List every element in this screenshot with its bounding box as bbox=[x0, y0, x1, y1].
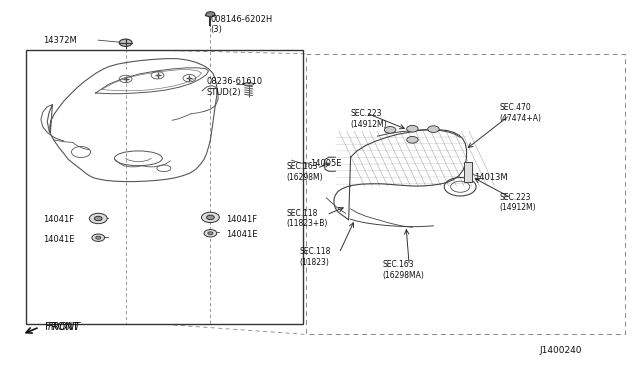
Circle shape bbox=[406, 137, 418, 143]
Text: 08236-61610
STUD(2): 08236-61610 STUD(2) bbox=[207, 77, 262, 97]
Circle shape bbox=[406, 125, 418, 132]
Text: SEC.118
(11823): SEC.118 (11823) bbox=[300, 247, 331, 267]
Text: 14005E: 14005E bbox=[310, 159, 342, 169]
Text: J1400240: J1400240 bbox=[540, 346, 582, 355]
Circle shape bbox=[202, 212, 220, 222]
Circle shape bbox=[92, 234, 104, 241]
Bar bbox=[26, 51, 303, 324]
Text: SEC.223
(14912M): SEC.223 (14912M) bbox=[351, 109, 387, 128]
Circle shape bbox=[119, 39, 132, 46]
Text: SEC.470
(47474+A): SEC.470 (47474+A) bbox=[500, 103, 541, 123]
Text: SEC.163
(16298M): SEC.163 (16298M) bbox=[287, 162, 323, 182]
Text: SEC.163
(16298MA): SEC.163 (16298MA) bbox=[383, 260, 424, 280]
Ellipse shape bbox=[244, 83, 253, 86]
Text: 14041E: 14041E bbox=[226, 230, 257, 239]
Circle shape bbox=[207, 215, 214, 219]
Text: SEC.223
(14912M): SEC.223 (14912M) bbox=[500, 193, 536, 212]
Bar bbox=[464, 162, 472, 182]
Circle shape bbox=[95, 216, 102, 221]
Circle shape bbox=[206, 12, 215, 17]
Circle shape bbox=[96, 236, 100, 239]
Text: 008146-6202H
(3): 008146-6202H (3) bbox=[211, 15, 273, 34]
Circle shape bbox=[428, 126, 439, 132]
Text: 14372M: 14372M bbox=[43, 36, 77, 45]
Text: FRONT: FRONT bbox=[45, 322, 78, 332]
Text: SEC.118
(11823+B): SEC.118 (11823+B) bbox=[287, 209, 328, 228]
Circle shape bbox=[385, 126, 396, 133]
Circle shape bbox=[204, 230, 217, 237]
Text: 14041F: 14041F bbox=[226, 215, 257, 224]
Text: 14041F: 14041F bbox=[43, 215, 74, 224]
Text: 14013M: 14013M bbox=[474, 173, 508, 182]
Circle shape bbox=[90, 213, 107, 224]
Circle shape bbox=[208, 232, 213, 235]
Text: 14041E: 14041E bbox=[43, 235, 74, 244]
Text: FRONT: FRONT bbox=[47, 322, 81, 332]
